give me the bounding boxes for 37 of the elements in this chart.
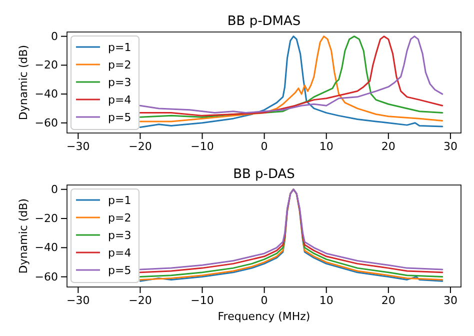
legend-label: p=5 [108, 111, 132, 124]
x-tick-label: 30 [443, 140, 458, 153]
x-tick-label: 20 [381, 140, 396, 153]
legend-label: p=1 [108, 194, 132, 207]
x-tick-label: −30 [66, 294, 90, 307]
y-tick-label: 0 [51, 30, 58, 43]
y-tick-label: −60 [34, 116, 58, 130]
x-tick-label: −10 [190, 294, 214, 307]
x-tick-label: 20 [381, 294, 396, 307]
legend-label: p=3 [108, 229, 132, 242]
x-tick-label: −30 [66, 140, 90, 153]
y-axis-title: Dynamic (dB) [17, 198, 30, 274]
y-axis-title: Dynamic (dB) [17, 44, 30, 120]
x-tick-label: 0 [260, 140, 268, 153]
x-tick-label: −20 [128, 140, 152, 153]
y-tick-label: −40 [34, 88, 58, 101]
y-tick-label: −20 [34, 58, 58, 72]
legend-label: p=3 [108, 76, 132, 89]
legend-label: p=5 [108, 264, 132, 277]
x-tick-label: 30 [443, 294, 458, 307]
legend-label: p=2 [108, 58, 132, 72]
legend-label: p=4 [108, 94, 132, 106]
legend-label: p=1 [108, 41, 132, 54]
x-tick-label: −10 [190, 140, 214, 153]
x-tick-label: 10 [319, 140, 334, 153]
x-tick-label: 0 [260, 294, 268, 307]
x-axis-title: Frequency (MHz) [218, 310, 310, 323]
legend-label: p=2 [108, 212, 132, 224]
y-tick-label: 0 [51, 182, 58, 196]
legend-label: p=4 [108, 246, 132, 260]
x-tick-label: 10 [319, 294, 334, 307]
chart-title: BB p-DMAS [227, 14, 301, 29]
y-tick-label: −40 [34, 241, 58, 254]
y-tick-label: −60 [34, 270, 58, 284]
y-tick-label: −20 [34, 212, 58, 226]
chart-title: BB p-DAS [233, 167, 295, 182]
x-tick-label: −20 [128, 294, 152, 307]
